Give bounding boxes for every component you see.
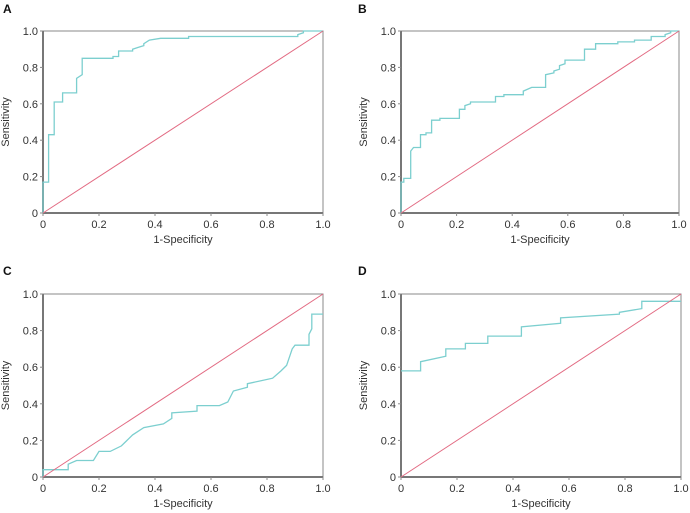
roc-curve-line: [42, 30, 323, 213]
x-tick-label: 0.2: [449, 219, 464, 231]
y-tick-label: 0.4: [23, 399, 38, 411]
reference-diagonal-line: [42, 293, 324, 478]
y-tick-label: 0.4: [381, 135, 396, 147]
x-tick-label: 0.6: [561, 483, 576, 495]
y-axis-label: Sensitivity: [0, 97, 12, 147]
panel-label: B: [358, 2, 367, 16]
x-tick-label: 0.2: [91, 483, 106, 495]
roc-curve-line: [400, 30, 679, 213]
panel-label: C: [3, 264, 12, 278]
panel-label: D: [358, 264, 367, 278]
y-tick-label: 0.2: [23, 435, 38, 447]
x-tick-label: 0.8: [617, 483, 632, 495]
x-tick-label: 0: [40, 219, 46, 231]
y-tick-label: 1.0: [23, 289, 38, 301]
x-tick-label: 1.0: [671, 219, 686, 231]
x-axis-label: 1-Specificity: [511, 498, 571, 510]
reference-diagonal-line: [400, 30, 680, 214]
roc-curve-line: [401, 300, 681, 372]
x-tick-label: 1.0: [315, 219, 330, 231]
y-tick-label: 0.6: [381, 362, 396, 374]
y-tick-label: 0: [32, 472, 38, 484]
y-tick-label: 0.8: [381, 326, 396, 338]
x-tick-label: 0.4: [505, 219, 520, 231]
x-axis-label: 1-Specificity: [153, 234, 213, 246]
x-tick-label: 0.8: [616, 219, 631, 231]
y-tick-label: 0.4: [23, 135, 38, 147]
x-tick-label: 0.6: [560, 219, 575, 231]
panel-d: D 0 0.2 0.4 0.6 0.8 1.0 0 0.2 0.4 0.6 0.8 1.0 1-Speci…: [358, 264, 689, 510]
x-tick-label: 0.4: [505, 483, 520, 495]
x-tick-label: 0: [40, 483, 46, 495]
panel-c: C 0 0.2 0.4 0.6 0.8 1.0 0 0.2 0.4 0.6 0.8 1.0 1-Speci…: [0, 264, 331, 510]
reference-diagonal-line: [42, 30, 324, 214]
y-tick-label: 1.0: [381, 26, 396, 38]
x-tick-label: 0.8: [259, 483, 274, 495]
x-tick-label: 0.2: [91, 219, 106, 231]
y-axis-label: Sensitivity: [358, 97, 370, 147]
y-axis-label: Sensitivity: [358, 360, 370, 410]
x-tick-label: 0.8: [259, 219, 274, 231]
x-tick-label: 0.4: [147, 219, 162, 231]
y-tick-label: 0.2: [381, 435, 396, 447]
x-tick-label: 0.6: [203, 219, 218, 231]
y-tick-label: 1.0: [381, 289, 396, 301]
roc-curve-line: [42, 313, 323, 477]
y-tick-label: 0.6: [23, 99, 38, 111]
x-tick-label: 0.2: [449, 483, 464, 495]
y-tick-label: 1.0: [23, 26, 38, 38]
reference-diagonal-line: [400, 293, 682, 478]
y-tick-label: 0.2: [381, 172, 396, 184]
panel-b: B 0 0.2 0.4 0.6 0.8 1.0 0 0.2 0.4 0.6 0.8 1.0 1-Speci…: [358, 2, 687, 246]
x-tick-label: 0.6: [203, 483, 218, 495]
y-tick-label: 0: [390, 472, 396, 484]
y-tick-label: 0.8: [23, 326, 38, 338]
x-axis-label: 1-Specificity: [153, 498, 213, 510]
panel-label: A: [3, 2, 12, 16]
x-tick-label: 0.4: [147, 483, 162, 495]
y-tick-label: 0: [390, 208, 396, 220]
y-tick-label: 0.4: [381, 399, 396, 411]
y-tick-label: 0.8: [23, 62, 38, 74]
x-axis-label: 1-Specificity: [510, 234, 570, 246]
x-tick-label: 0: [398, 483, 404, 495]
y-tick-label: 0: [32, 208, 38, 220]
y-tick-label: 0.6: [23, 362, 38, 374]
y-tick-label: 0.8: [381, 62, 396, 74]
x-tick-label: 1.0: [315, 483, 330, 495]
x-tick-label: 1.0: [673, 483, 688, 495]
y-axis-label: Sensitivity: [0, 360, 12, 410]
x-tick-label: 0: [398, 219, 404, 231]
y-tick-label: 0.6: [381, 99, 396, 111]
panel-a: A 0 0.2 0.4 0.6 0.8 1.0 0 0.2 0.4 0.6 0.8 1.0 1-Speci…: [0, 2, 331, 246]
y-tick-label: 0.2: [23, 172, 38, 184]
